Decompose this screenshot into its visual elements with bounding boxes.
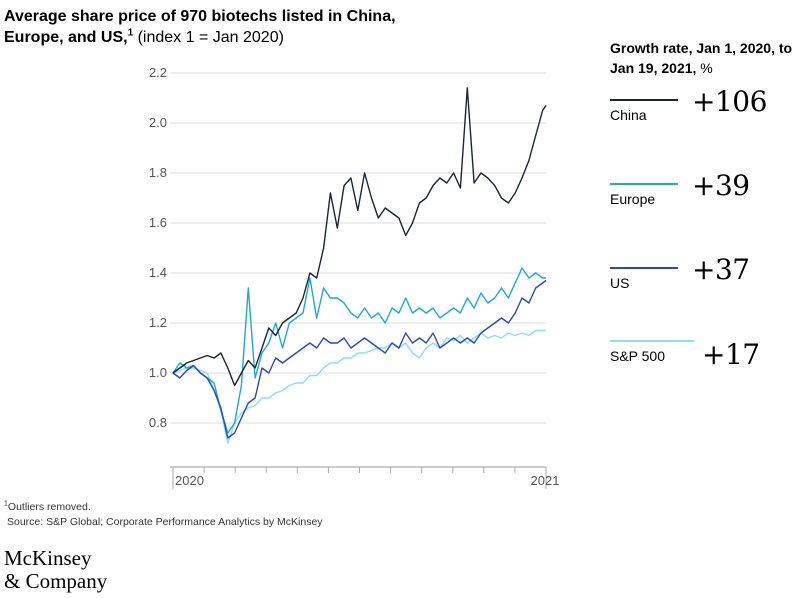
- footnote: 1Outliers removed. Source: S&P Global; C…: [4, 500, 323, 530]
- legend-item-sp500: S&P 500 +17: [610, 338, 790, 380]
- y-tick-label: 2.2: [149, 65, 167, 80]
- y-tick-label: 1.6: [149, 215, 167, 230]
- chart-title-index-note: (index 1 = Jan 2020): [137, 29, 284, 46]
- legend-swatch-europe: [610, 183, 678, 185]
- legend-label-sp500: S&P 500: [610, 348, 666, 364]
- chart-title-footnote-mark: 1: [127, 27, 134, 39]
- series-line-europe: [172, 267, 546, 434]
- y-tick-label: 0.8: [149, 415, 167, 430]
- legend-label-us: US: [610, 275, 630, 291]
- legend-value-sp500: +17: [702, 338, 760, 371]
- chart-title-main: Average share price of 970 biotechs list…: [4, 8, 396, 46]
- legend-value-china: +106: [692, 85, 767, 118]
- footnote-outliers: 1Outliers removed.: [4, 500, 323, 515]
- x-tick-label: 2021: [531, 473, 560, 488]
- x-tick-label: 2020: [175, 473, 204, 488]
- legend-value-europe: +39: [692, 169, 750, 202]
- legend-swatch-sp500: [610, 340, 694, 342]
- y-tick-label: 1.8: [149, 165, 167, 180]
- mckinsey-logo: McKinsey & Company: [4, 547, 107, 593]
- legend-heading-unit: %: [700, 60, 713, 76]
- legend-item-china: China +106: [610, 85, 790, 139]
- footnote-mark: 1: [4, 500, 8, 508]
- footnote-source: Source: S&P Global; Corporate Performanc…: [7, 516, 323, 528]
- legend-label-china: China: [610, 107, 647, 123]
- legend-item-europe: Europe +39: [610, 169, 790, 223]
- series-line-china: [172, 87, 547, 387]
- legend-item-us: US +37: [610, 253, 790, 307]
- series-line-sp500: [172, 329, 546, 444]
- footnote-outliers-text: Outliers removed.: [7, 501, 91, 513]
- legend-heading: Growth rate, Jan 1, 2020, to Jan 19, 202…: [610, 38, 800, 78]
- y-tick-label: 2.0: [149, 115, 167, 130]
- legend-heading-text: Growth rate, Jan 1, 2020, to Jan 19, 202…: [610, 40, 793, 76]
- series-line-us: [172, 279, 547, 439]
- legend-label-europe: Europe: [610, 191, 656, 207]
- legend-swatch-china: [610, 99, 678, 101]
- legend-value-us: +37: [692, 253, 750, 286]
- y-tick-label: 1.4: [149, 265, 167, 280]
- logo-line-1: McKinsey: [4, 546, 92, 570]
- y-tick-label: 1.2: [149, 315, 167, 330]
- y-tick-label: 1.0: [149, 365, 167, 380]
- legend-swatch-us: [610, 267, 678, 269]
- logo-line-2: & Company: [4, 569, 108, 593]
- chart-title: Average share price of 970 biotechs list…: [4, 6, 424, 48]
